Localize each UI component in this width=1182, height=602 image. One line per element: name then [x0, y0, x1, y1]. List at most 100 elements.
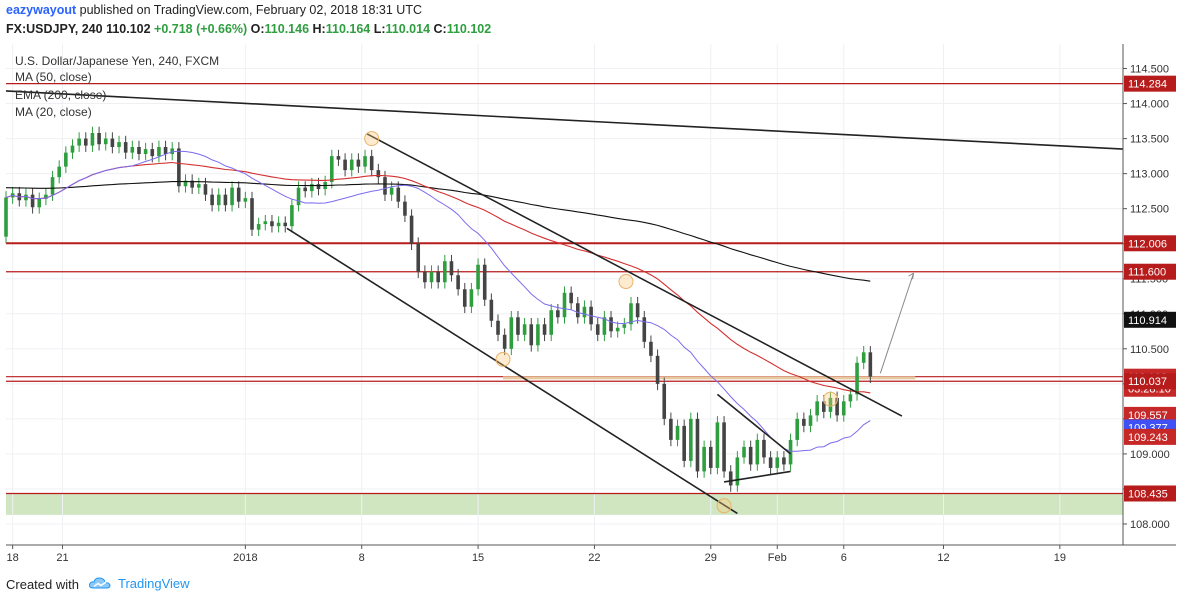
candle-down — [409, 215, 414, 244]
candle-up — [349, 159, 354, 171]
price-chart[interactable]: U.S. Dollar/Japanese Yen, 240, FXCM MA (… — [0, 0, 1182, 572]
price-label-text: 112.006 — [1128, 238, 1167, 250]
candle-up — [50, 177, 55, 195]
publish-info: published on TradingView.com, February 0… — [79, 3, 422, 17]
candle-up — [90, 132, 95, 146]
candle-up — [509, 317, 514, 349]
candle-up — [44, 194, 48, 199]
candle-down — [708, 446, 713, 468]
candle-down — [822, 401, 826, 412]
candle-down — [376, 170, 381, 178]
price-tick-label: 114.500 — [1130, 64, 1169, 76]
candle-up — [37, 198, 42, 208]
time-tick-label: 21 — [56, 552, 68, 564]
price-label-tag — [1124, 311, 1176, 328]
candle-down — [529, 324, 534, 346]
candle-down — [283, 222, 288, 227]
price-tick-label: 110.500 — [1130, 344, 1169, 356]
candle-down — [462, 289, 467, 307]
open-label: O: — [250, 22, 265, 36]
candle-down — [609, 317, 613, 332]
candle-down — [542, 324, 547, 335]
ema200-line — [5, 181, 871, 282]
candle-down — [669, 418, 673, 440]
price-tick-label: 109.000 — [1130, 449, 1170, 461]
candle-down — [502, 334, 507, 349]
candle-down — [403, 201, 407, 216]
candle-down — [356, 159, 361, 167]
candle-up — [230, 187, 234, 206]
candle-up — [629, 303, 633, 325]
candle-up — [197, 184, 201, 188]
candle-up — [675, 425, 680, 440]
candle-up — [469, 289, 474, 307]
time-tick-label: 2018 — [233, 552, 257, 564]
candle-down — [110, 138, 115, 148]
close-value: 110.102 — [446, 22, 492, 36]
price-label-text: 114.284 — [1128, 79, 1167, 91]
candle-down — [482, 264, 487, 300]
chart-header: eazywayout published on TradingView.com,… — [0, 0, 1182, 44]
candle-down — [556, 310, 560, 318]
candle-down — [210, 194, 214, 206]
price-tick-label: 114.000 — [1130, 99, 1169, 111]
support-zone — [6, 493, 1123, 515]
candle-up — [562, 292, 567, 318]
candle-up — [841, 401, 846, 416]
candle-down — [203, 184, 208, 195]
candle-up — [363, 156, 367, 167]
candle-up — [290, 205, 294, 227]
candle-up — [263, 221, 268, 225]
candle-up — [4, 197, 8, 237]
candle-up — [103, 138, 108, 145]
price-label-tag — [1124, 485, 1176, 502]
candle-up — [808, 415, 813, 426]
candle-up — [70, 145, 75, 153]
candle-down — [728, 471, 733, 486]
candle-down — [316, 184, 321, 190]
price-label-text: 110.037 — [1128, 376, 1167, 388]
candle-down — [250, 198, 254, 230]
candle-up — [429, 271, 434, 283]
tradingview-link[interactable]: TradingView — [88, 575, 190, 591]
price-tick-label: 108.000 — [1130, 519, 1170, 531]
candle-down — [569, 292, 573, 304]
candle-down — [496, 320, 500, 335]
candle-down — [396, 187, 401, 202]
price-label-tag — [1124, 75, 1176, 92]
candle-down — [383, 177, 387, 195]
candle-up — [256, 224, 261, 230]
close-label: C: — [433, 22, 447, 36]
candle-up — [828, 397, 833, 412]
candle-down — [137, 147, 141, 155]
candle-up — [861, 352, 866, 363]
candle-down — [423, 271, 427, 283]
candle-up — [715, 422, 720, 468]
touch-point-marker — [495, 351, 511, 367]
candle-up — [522, 324, 527, 335]
candle-up — [855, 362, 859, 395]
price-label-text: 109.557 — [1128, 410, 1168, 422]
candle-down — [236, 187, 241, 202]
last-price: 110.102 — [106, 22, 151, 36]
touch-point-marker — [822, 391, 838, 407]
author-name[interactable]: eazywayout — [6, 3, 77, 17]
price-label-text: 108.435 — [1128, 488, 1168, 500]
candle-down — [416, 243, 421, 272]
footer: Created with TradingView — [0, 572, 1182, 602]
candle-down — [682, 425, 686, 461]
created-with-label: Created with — [6, 577, 79, 592]
candle-down — [762, 439, 766, 458]
candle-up — [742, 446, 746, 458]
candle-down — [662, 383, 667, 419]
channel-upper-line — [366, 132, 903, 417]
candle-down — [782, 457, 786, 465]
candle-down — [835, 397, 839, 416]
candle-up — [296, 187, 301, 206]
time-tick-label: 22 — [588, 552, 600, 564]
candle-down — [343, 159, 347, 171]
legend-ma20: MA (20, close) — [15, 105, 92, 119]
time-tick-label: 8 — [359, 552, 365, 564]
time-tick-label: 18 — [7, 552, 19, 564]
candle-up — [57, 166, 61, 178]
